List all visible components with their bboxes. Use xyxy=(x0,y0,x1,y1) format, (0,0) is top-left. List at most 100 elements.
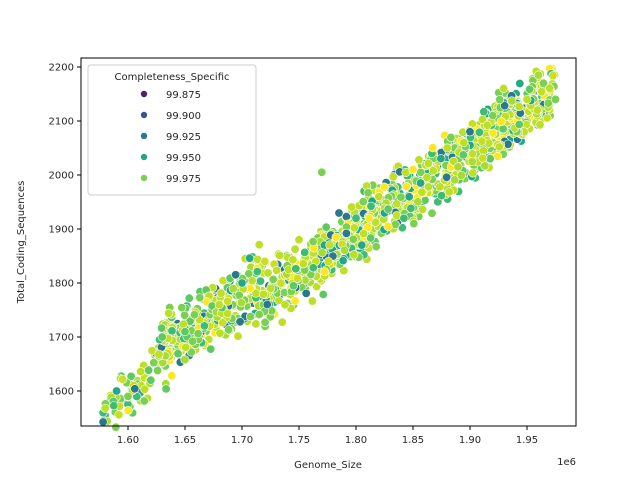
data-point xyxy=(436,154,446,164)
data-point xyxy=(290,296,300,306)
data-point xyxy=(147,346,157,356)
x-axis-ticks: 1.60 1.65 1.70 1.75 1.80 1.85 1.90 1.95 xyxy=(117,426,538,446)
data-point xyxy=(479,107,489,117)
data-point xyxy=(112,386,122,396)
data-point xyxy=(180,310,190,320)
data-point xyxy=(503,139,513,149)
data-point xyxy=(188,336,198,346)
data-point xyxy=(428,143,438,153)
data-point xyxy=(444,187,454,197)
legend-label: 99.975 xyxy=(166,174,201,185)
data-point xyxy=(223,308,233,318)
data-point xyxy=(485,154,495,164)
data-point xyxy=(266,283,276,293)
data-point xyxy=(533,70,543,80)
data-point xyxy=(514,120,524,130)
data-point xyxy=(396,192,406,202)
legend-box xyxy=(87,64,257,196)
data-point xyxy=(495,95,505,105)
scatter-points xyxy=(98,64,560,432)
legend-title: Completeness_Specific xyxy=(114,72,229,83)
data-point xyxy=(341,228,351,238)
x-tick-label: 1.65 xyxy=(174,435,196,446)
data-point xyxy=(417,187,427,197)
data-point xyxy=(409,219,419,229)
data-point xyxy=(123,405,133,415)
y-tick-label: 1700 xyxy=(49,333,74,344)
data-point xyxy=(228,284,238,294)
data-point xyxy=(146,375,156,385)
data-point xyxy=(406,203,416,213)
data-point xyxy=(184,293,194,303)
data-point xyxy=(349,250,359,260)
data-point xyxy=(414,155,424,165)
data-point xyxy=(255,276,265,286)
x-axis-offset-label: 1e6 xyxy=(557,457,576,468)
legend-label: 99.925 xyxy=(166,132,201,143)
data-point xyxy=(416,178,426,188)
data-point xyxy=(136,366,146,376)
data-point xyxy=(399,213,409,223)
data-point xyxy=(532,105,542,115)
data-point xyxy=(254,240,264,250)
data-point xyxy=(167,326,177,336)
legend-label: 99.875 xyxy=(166,90,201,101)
legend-marker xyxy=(140,174,148,182)
data-point xyxy=(545,83,555,93)
x-tick-label: 1.90 xyxy=(459,435,481,446)
data-point xyxy=(467,157,477,167)
data-point xyxy=(276,278,286,288)
y-tick-label: 1900 xyxy=(49,225,74,236)
data-point xyxy=(118,374,128,384)
data-point xyxy=(374,192,384,202)
data-point xyxy=(157,323,167,333)
data-point xyxy=(548,71,558,81)
data-point xyxy=(109,401,119,411)
legend: Completeness_Specific 99.875 99.900 99.925… xyxy=(87,64,257,196)
data-point xyxy=(307,296,317,306)
data-point xyxy=(164,308,174,318)
data-point xyxy=(254,309,264,319)
data-point xyxy=(442,172,452,182)
data-point xyxy=(245,253,255,263)
data-point xyxy=(290,244,300,254)
data-point xyxy=(334,208,344,218)
x-tick-label: 1.75 xyxy=(288,435,310,446)
data-point xyxy=(404,192,414,202)
data-point xyxy=(262,299,272,309)
data-point xyxy=(468,168,478,178)
data-point xyxy=(173,349,183,359)
legend-marker xyxy=(140,153,148,161)
data-point xyxy=(339,266,349,276)
y-tick-label: 2000 xyxy=(49,171,74,182)
data-point xyxy=(317,248,327,258)
legend-marker xyxy=(140,132,148,140)
data-point xyxy=(189,310,199,320)
data-point xyxy=(435,182,445,192)
data-point xyxy=(357,240,367,250)
data-point xyxy=(323,256,333,266)
data-point xyxy=(223,296,233,306)
data-point xyxy=(363,188,373,198)
data-point xyxy=(383,222,393,232)
data-point xyxy=(499,84,509,94)
data-point xyxy=(379,182,389,192)
data-point xyxy=(235,317,245,327)
data-point xyxy=(98,417,108,427)
data-point xyxy=(366,201,376,211)
legend-marker xyxy=(140,90,148,98)
data-point xyxy=(349,223,359,233)
data-point xyxy=(480,161,490,171)
data-point xyxy=(206,344,216,354)
data-point xyxy=(275,250,285,260)
y-axis-ticks: 1600 1700 1800 1900 2000 2100 2200 xyxy=(49,63,81,398)
data-point xyxy=(488,128,498,138)
data-point xyxy=(154,349,164,359)
data-point xyxy=(199,321,209,331)
y-tick-label: 2100 xyxy=(49,117,74,128)
data-point xyxy=(263,268,273,278)
legend-label: 99.900 xyxy=(166,111,201,122)
data-point xyxy=(231,270,241,280)
data-point xyxy=(507,96,517,106)
